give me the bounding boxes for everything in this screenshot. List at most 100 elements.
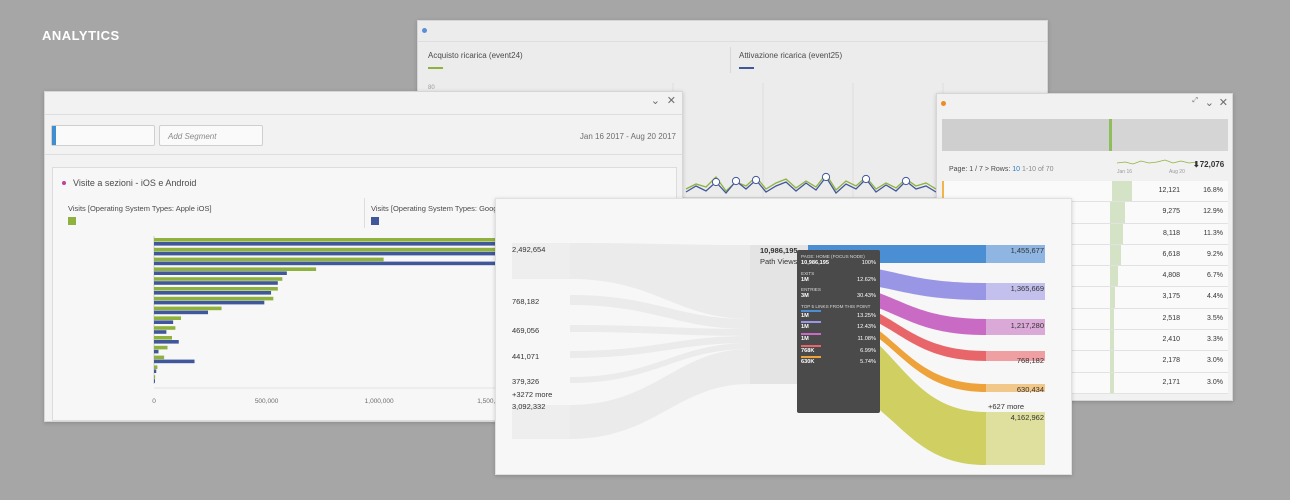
bar-series1-12[interactable] <box>154 345 168 350</box>
row-percent: 6.7% <box>1207 272 1223 280</box>
tooltip-link-swatch <box>801 321 821 324</box>
chevron-down-icon[interactable]: ⌄ <box>650 95 660 107</box>
next-page-arrow[interactable]: > <box>984 166 989 173</box>
flow-window: 2,492,654 768,182 469,056 441,071 379,32… <box>495 198 1072 475</box>
bar-series2-15[interactable] <box>154 379 155 383</box>
bar-series1-15[interactable] <box>154 375 156 379</box>
legend-event24: Acquisto ricarica (event24) <box>428 51 523 60</box>
bar-series1-5[interactable] <box>154 277 283 281</box>
line-series-event24 <box>685 172 937 192</box>
bar-series1-6[interactable] <box>154 287 278 291</box>
bar-series1-14[interactable] <box>154 365 158 369</box>
row-percent: 9.2% <box>1207 250 1223 258</box>
bar-series1-1[interactable] <box>154 238 593 242</box>
sparkline <box>1117 159 1197 165</box>
dest-more[interactable]: +627 more <box>988 402 1025 411</box>
bar-series2-12[interactable] <box>154 349 159 354</box>
row-percent: 3.0% <box>1207 378 1223 386</box>
rows-value[interactable]: 10 <box>1012 166 1021 173</box>
tooltip-link-pct: 11.08% <box>857 335 876 342</box>
dest-value-other: 4,162,962 <box>1010 413 1044 422</box>
row-value: 2,410 <box>1162 336 1180 344</box>
tooltip-link-row: 630K 5.74% <box>801 358 876 367</box>
source-value-1: 2,492,654 <box>512 245 546 254</box>
source-more[interactable]: +3272 more <box>512 390 553 399</box>
row-value: 12,121 <box>1158 187 1180 194</box>
bar-series2-13[interactable] <box>154 359 195 364</box>
tooltip-link-value: 768K <box>801 347 815 354</box>
bar-series2-14[interactable] <box>154 369 157 373</box>
bar-series1-13[interactable] <box>154 355 165 360</box>
bar-series1-2[interactable] <box>154 247 593 252</box>
panel-dot <box>62 181 66 185</box>
source-value-other: 3,092,332 <box>512 402 546 411</box>
tooltip-link-pct: 12.43% <box>857 324 876 331</box>
incoming-flows <box>512 243 750 439</box>
bar-series2-4[interactable] <box>154 271 287 275</box>
bar-series2-2[interactable] <box>154 251 593 256</box>
row-percent: 16.8% <box>1203 187 1223 194</box>
bar-series2-5[interactable] <box>154 281 278 285</box>
row-share-bar <box>1110 287 1115 308</box>
table-row[interactable]: 12,121 16.8% <box>942 181 1228 203</box>
column-swatch-google <box>371 217 379 225</box>
row-share-bar <box>1110 244 1121 266</box>
bar-series2-8[interactable] <box>154 310 209 315</box>
focus-value: 10,986,195 <box>760 246 798 255</box>
row-value: 8,118 <box>1163 229 1180 237</box>
tooltip-link-swatch <box>801 332 821 335</box>
tooltip-title: PAGE: HOME (FOCUS NODE) <box>801 254 865 259</box>
close-icon[interactable]: ✕ <box>1218 97 1228 109</box>
line-series-event25 <box>685 175 937 195</box>
bar-series2-3[interactable] <box>154 261 589 266</box>
bar-series2-1[interactable] <box>154 242 593 246</box>
window-indicator-dot <box>422 28 427 33</box>
bar-series2-7[interactable] <box>154 300 265 305</box>
tooltip-link-value: 1M <box>801 324 809 331</box>
tooltip-focus-pct: 100% <box>861 260 876 266</box>
bar-series2-6[interactable] <box>154 291 272 295</box>
rows-range: 1-10 of 70 <box>1022 166 1054 173</box>
drag-handle[interactable] <box>52 126 56 145</box>
rows-label: Rows: <box>990 166 1011 173</box>
bar-series1-9[interactable] <box>154 316 182 320</box>
tooltip-exits-value: 1M <box>801 276 809 283</box>
table-window: ⤢ ⌄ ✕ Page: 1 / 7 > Rows: 10 1-10 of 70 … <box>936 93 1233 401</box>
segment-dropzone[interactable] <box>51 125 155 146</box>
destination-nodes <box>986 245 1045 465</box>
row-percent: 3.3% <box>1207 336 1223 344</box>
bar-series1-11[interactable] <box>154 336 173 340</box>
source-value-5: 379,326 <box>512 377 540 386</box>
bar-series2-9[interactable] <box>154 320 174 324</box>
row-percent: 3.5% <box>1207 314 1223 322</box>
column-header-ios: Visits [Operating System Types: Apple iO… <box>68 204 212 213</box>
legend-event25: Attivazione ricarica (event25) <box>739 51 843 60</box>
x-tick-label: 1,000,000 <box>365 398 394 405</box>
row-value: 2,171 <box>1162 378 1180 386</box>
dest-value-4: 768,182 <box>1016 356 1044 365</box>
bar-series1-4[interactable] <box>154 267 317 271</box>
expand-icon[interactable]: ⤢ <box>1192 97 1198 104</box>
focus-node-tooltip: PAGE: HOME (FOCUS NODE) 10,986,195 100% E… <box>797 250 880 413</box>
bar-series1-7[interactable] <box>154 296 274 301</box>
column-swatch-ios <box>68 217 76 225</box>
table-pager[interactable]: Page: 1 / 7 > Rows: 10 1-10 of 70 <box>949 166 1054 173</box>
bar-series2-10[interactable] <box>154 330 167 334</box>
tooltip-link-row: 1M 12.43% <box>801 323 876 332</box>
date-range[interactable]: Jan 16 2017 - Aug 20 2017 <box>579 132 676 141</box>
bar-series1-3[interactable] <box>154 257 384 262</box>
row-value: 4,808 <box>1162 272 1180 280</box>
sparkline-start-label: Jan 16 <box>1117 169 1133 175</box>
close-icon[interactable]: ✕ <box>666 95 676 107</box>
bar-series1-10[interactable] <box>154 326 176 330</box>
add-segment-input[interactable]: Add Segment <box>159 125 263 146</box>
source-value-4: 441,071 <box>512 352 540 361</box>
tooltip-link-pct: 5.74% <box>860 359 876 366</box>
tooltip-link-pct: 6.99% <box>860 347 876 354</box>
bar-series2-11[interactable] <box>154 340 179 344</box>
dest-value-1: 1,455,677 <box>1010 246 1044 255</box>
column-header-google: Visits [Operating System Types: Googl <box>371 204 500 213</box>
chevron-down-icon[interactable]: ⌄ <box>1204 97 1214 109</box>
row-percent: 4.4% <box>1207 293 1223 301</box>
bar-series1-8[interactable] <box>154 306 222 311</box>
